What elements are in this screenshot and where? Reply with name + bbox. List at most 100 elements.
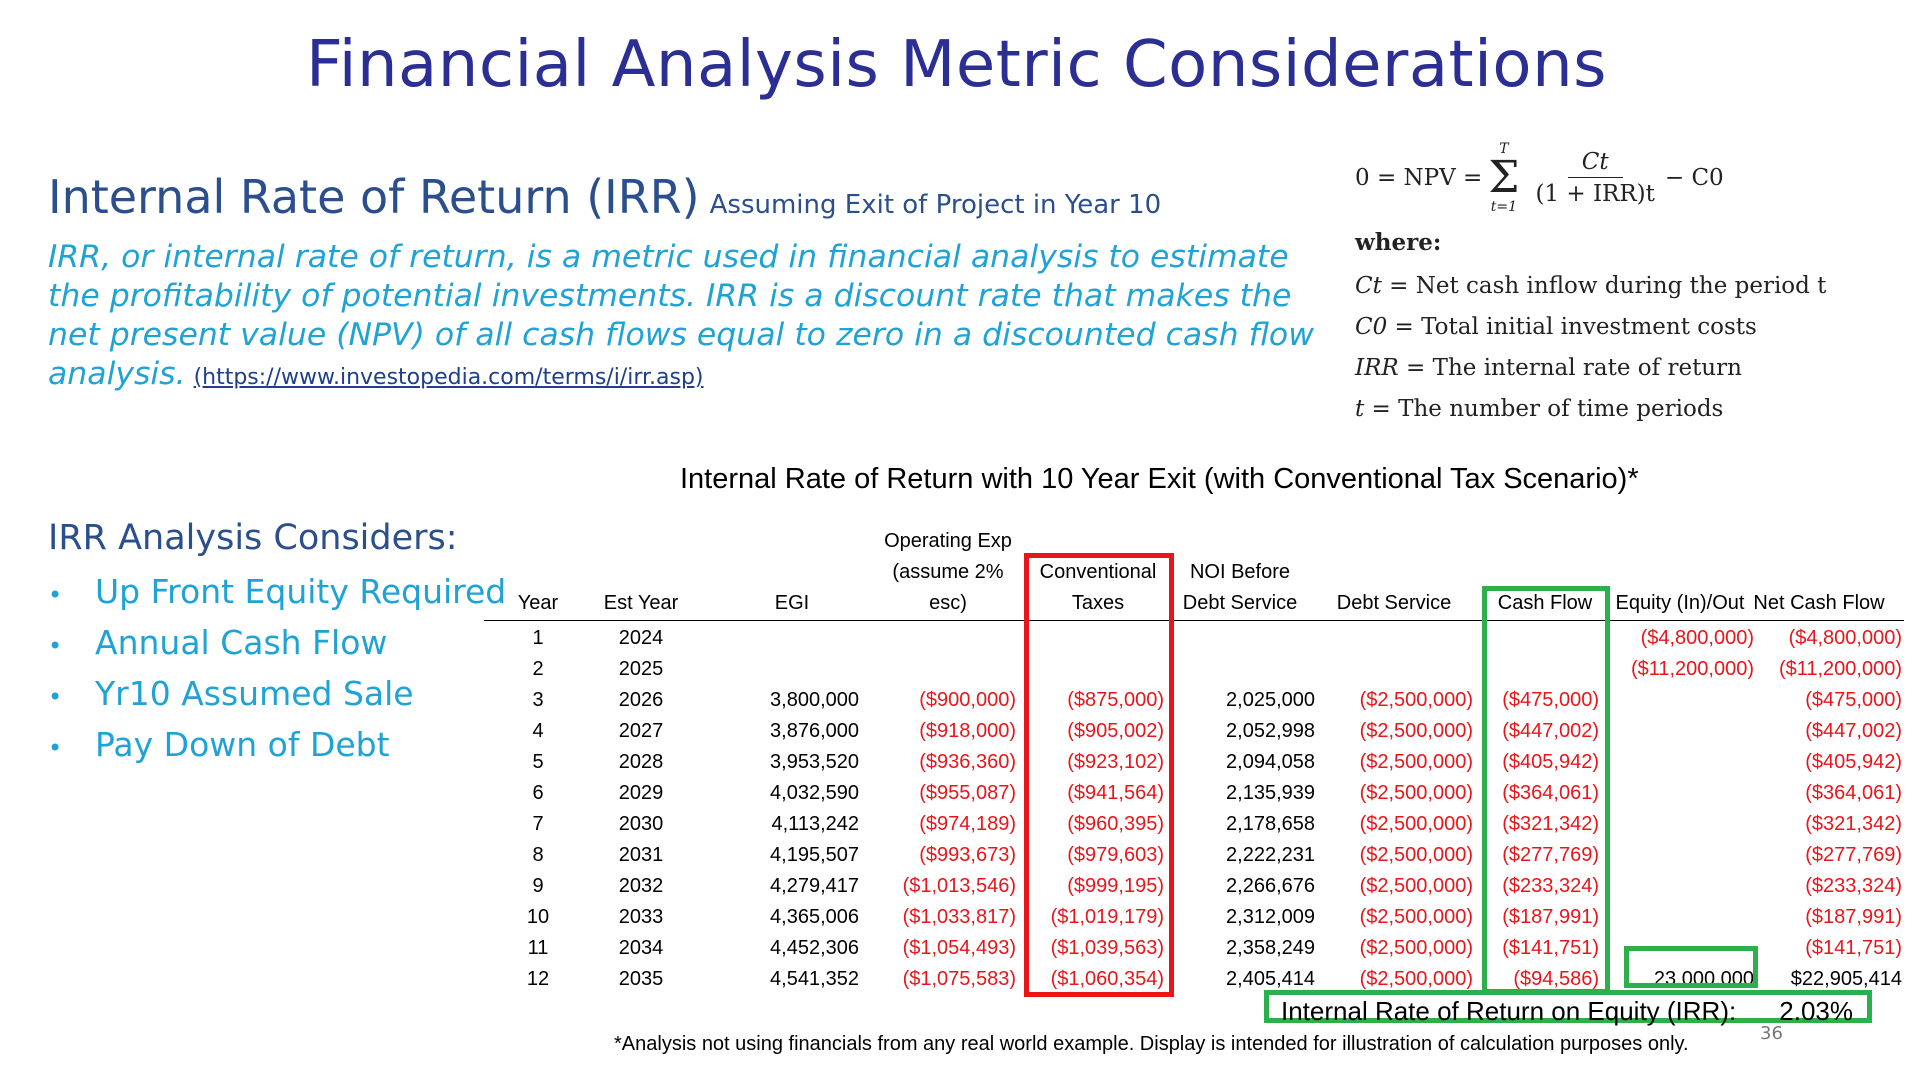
cell-net: ($141,751): [1805, 937, 1902, 959]
column-header-opex: esc): [929, 592, 967, 614]
cell-debt: ($2,500,000): [1359, 782, 1473, 804]
cell-opex: ($918,000): [919, 720, 1016, 742]
cell-est: 2029: [618, 782, 664, 804]
cell-est: 2032: [618, 875, 664, 897]
formula-definition: IRR = The internal rate of return: [1355, 348, 1913, 389]
table-row: 7 2030 4,113,242 ($974,189) ($960,395) 2,178,…: [484, 809, 1904, 840]
cell-noi: 2,052,998: [1226, 720, 1315, 742]
footnote: *Analysis not using financials from any …: [614, 1033, 1689, 1055]
cell-opex: ($955,087): [919, 782, 1016, 804]
definition-symbol: Ct: [1355, 273, 1382, 299]
considers-item: • Up Front Equity Required: [48, 572, 507, 611]
cell-est: 2027: [618, 720, 664, 742]
column-header-est: Est Year: [603, 592, 679, 614]
definition-symbol: t: [1355, 396, 1365, 422]
irr-description-text: IRR, or internal rate of return, is a me…: [48, 239, 1314, 392]
cell-egi: 4,032,590: [770, 782, 859, 804]
formula-definition: C0 = Total initial investment costs: [1355, 307, 1913, 348]
cell-net: ($364,061): [1805, 782, 1902, 804]
definition-symbol: C0: [1355, 314, 1388, 340]
table-row: 5 2028 3,953,520 ($936,360) ($923,102) 2,094,…: [484, 747, 1904, 778]
cell-cash: ($187,991): [1502, 906, 1599, 928]
table-row: 1 2024 ($4,800,000) ($4,800,000): [484, 623, 1904, 654]
cell-year: 4: [532, 720, 544, 742]
column-header-noi: NOI Before: [1189, 561, 1291, 583]
cell-debt: ($2,500,000): [1359, 844, 1473, 866]
cell-debt: ($2,500,000): [1359, 968, 1473, 990]
irr-subheading: Assuming Exit of Project in Year 10: [709, 190, 1162, 220]
cell-noi: 2,222,231: [1226, 844, 1315, 866]
cell-tax: ($979,603): [1067, 844, 1164, 866]
investopedia-link[interactable]: (https://www.investopedia.com/terms/i/ir…: [193, 365, 704, 390]
cell-noi: 2,405,414: [1226, 968, 1315, 990]
table-row: 2 2025 ($11,200,000) ($11,200,000): [484, 654, 1904, 685]
column-header-year: Year: [517, 592, 559, 614]
cell-year: 1: [532, 627, 544, 649]
cell-net: ($321,342): [1805, 813, 1902, 835]
cell-noi: 2,358,249: [1226, 937, 1315, 959]
column-header-tax: Taxes: [1071, 592, 1125, 614]
cell-est: 2028: [618, 751, 664, 773]
cell-egi: 3,800,000: [770, 689, 859, 711]
irr-description: IRR, or internal rate of return, is a me…: [48, 238, 1318, 397]
cell-egi: 3,876,000: [770, 720, 859, 742]
column-header-egi: EGI: [774, 592, 810, 614]
considers-item-label: Pay Down of Debt: [95, 725, 390, 764]
cell-debt: ($2,500,000): [1359, 937, 1473, 959]
column-header-equity: Equity (In)/Out: [1615, 592, 1745, 614]
column-header-opex: Operating Exp: [884, 530, 1012, 552]
cell-noi: 2,094,058: [1226, 751, 1315, 773]
definition-text: = Net cash inflow during the period t: [1381, 273, 1827, 299]
irr-heading: Internal Rate of Return (IRR) Assuming Ex…: [48, 170, 1161, 224]
cell-tax: ($1,039,563): [1050, 937, 1164, 959]
npv-equation: 0 = NPV = T Σ t=1 Ct (1 + IRR)t − C0: [1355, 133, 1913, 223]
cell-est: 2025: [618, 658, 664, 680]
cell-tax: ($875,000): [1067, 689, 1164, 711]
cell-equity: ($4,800,000): [1640, 627, 1754, 649]
cell-est: 2030: [618, 813, 664, 835]
cell-year: 5: [532, 751, 544, 773]
table-row: 11 2034 4,452,306 ($1,054,493) ($1,039,563) 2…: [484, 933, 1904, 964]
table-row: 6 2029 4,032,590 ($955,087) ($941,564) 2,135,…: [484, 778, 1904, 809]
cell-opex: ($936,360): [919, 751, 1016, 773]
npv-lhs: 0 = NPV =: [1355, 165, 1483, 191]
cell-egi: 4,365,006: [770, 906, 859, 928]
cell-noi: 2,135,939: [1226, 782, 1315, 804]
cell-tax: ($923,102): [1067, 751, 1164, 773]
cell-opex: ($1,075,583): [902, 968, 1016, 990]
header-divider: [484, 620, 1904, 621]
page-number: 36: [1760, 1023, 1783, 1044]
cell-est: 2031: [618, 844, 664, 866]
where-label: where:: [1355, 229, 1442, 256]
cell-year: 3: [532, 689, 544, 711]
table-row: 9 2032 4,279,417 ($1,013,546) ($999,195) 2,26…: [484, 871, 1904, 902]
cell-year: 9: [532, 875, 544, 897]
cell-equity: ($11,200,000): [1630, 658, 1754, 680]
irr-result-value: 2.03%: [1779, 996, 1853, 1026]
cell-tax: ($905,002): [1067, 720, 1164, 742]
cell-noi: 2,312,009: [1226, 906, 1315, 928]
fraction-denominator: (1 + IRR)t: [1535, 181, 1655, 207]
cell-egi: 4,195,507: [770, 844, 859, 866]
cell-year: 10: [526, 906, 550, 928]
considers-item-label: Annual Cash Flow: [95, 623, 388, 662]
definition-symbol: IRR: [1355, 355, 1399, 381]
formula-definition: Ct = Net cash inflow during the period t: [1355, 266, 1913, 307]
column-header-noi: Debt Service: [1182, 592, 1298, 614]
table-row: 10 2033 4,365,006 ($1,033,817) ($1,019,179) 2…: [484, 902, 1904, 933]
cell-est: 2033: [618, 906, 664, 928]
cell-egi: 4,541,352: [770, 968, 859, 990]
irr-heading-text: Internal Rate of Return (IRR): [48, 170, 700, 224]
page-title: Financial Analysis Metric Considerations: [306, 28, 1607, 102]
cell-net: ($447,002): [1805, 720, 1902, 742]
cell-cash: ($321,342): [1502, 813, 1599, 835]
considers-item-label: Yr10 Assumed Sale: [95, 674, 414, 713]
considers-list: • Up Front Equity Required • Annual Cash Fl…: [48, 566, 506, 770]
summation-sign: T Σ t=1: [1488, 141, 1520, 215]
cell-opex: ($1,054,493): [902, 937, 1016, 959]
column-header-opex: (assume 2%: [892, 561, 1004, 583]
npv-fraction: Ct (1 + IRR)t: [1535, 149, 1654, 207]
cell-net: ($4,800,000): [1788, 627, 1902, 649]
cell-opex: ($900,000): [919, 689, 1016, 711]
cell-tax: ($1,060,354): [1050, 968, 1164, 990]
